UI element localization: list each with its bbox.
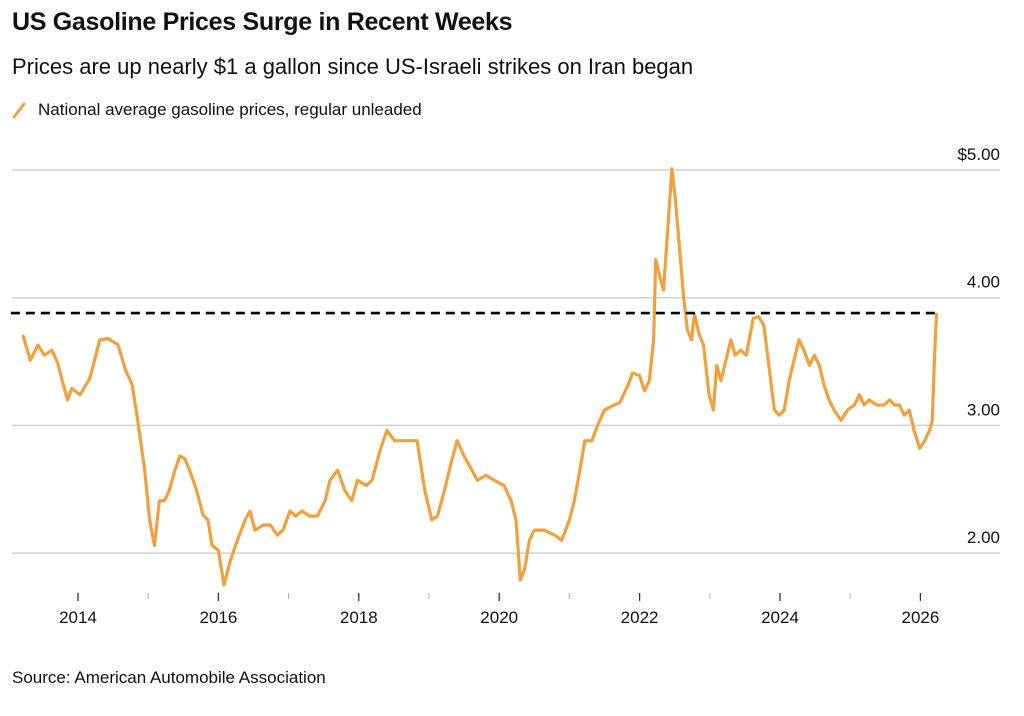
x-tick-label: 2022 xyxy=(621,608,659,627)
legend: National average gasoline prices, regula… xyxy=(12,100,422,120)
series-line-gasoline-price xyxy=(21,167,939,587)
chart-subtitle: Prices are up nearly $1 a gallon since U… xyxy=(12,54,694,79)
y-tick-label: $5.00 xyxy=(957,145,1000,164)
line-swatch-icon xyxy=(12,102,26,119)
x-tick-label: 2020 xyxy=(480,608,518,627)
y-tick-label: 3.00 xyxy=(967,400,1000,419)
x-tick-label: 2016 xyxy=(199,608,237,627)
chart-title: US Gasoline Prices Surge in Recent Weeks xyxy=(12,8,513,36)
x-tick-label: 2014 xyxy=(59,608,97,627)
source-note: Source: American Automobile Association xyxy=(12,668,326,687)
x-tick-label: 2026 xyxy=(901,608,939,627)
x-tick-label: 2024 xyxy=(761,608,799,627)
y-tick-label: 4.00 xyxy=(967,273,1000,292)
y-tick-label: 2.00 xyxy=(967,528,1000,547)
x-tick-label: 2018 xyxy=(340,608,378,627)
legend-label: National average gasoline prices, regula… xyxy=(38,100,422,119)
